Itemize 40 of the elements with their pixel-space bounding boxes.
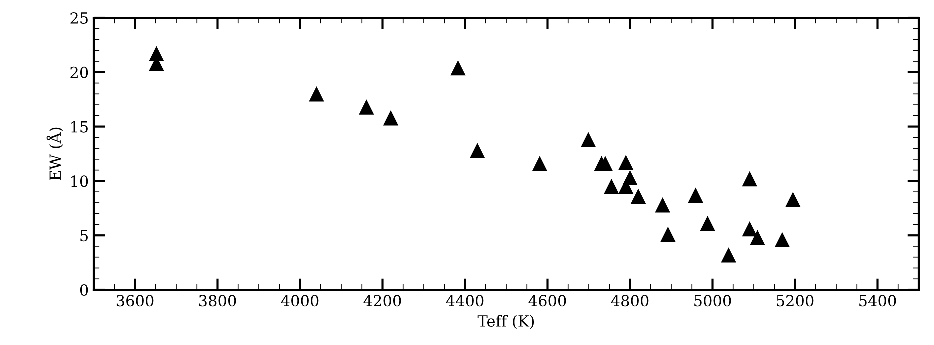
- point: [450, 60, 466, 76]
- x-tick-label: 5200: [777, 295, 814, 307]
- point: [655, 198, 670, 213]
- y-tick-label: 20: [70, 66, 88, 78]
- point: [630, 188, 646, 204]
- y-tick-label: 5: [80, 230, 88, 242]
- point: [618, 155, 634, 170]
- point: [359, 100, 374, 115]
- x-tick-label: 4800: [611, 295, 649, 307]
- x-tick-label: 5000: [694, 295, 732, 307]
- point: [598, 156, 614, 172]
- x-tick-label: 3800: [199, 295, 236, 307]
- point: [309, 86, 324, 102]
- point: [580, 132, 596, 148]
- y-tick-label: 15: [72, 121, 88, 133]
- x-tick-label: 5400: [860, 295, 896, 307]
- point: [470, 143, 486, 158]
- x-tick-label: 4200: [364, 295, 402, 307]
- x-tick-label: 3600: [116, 295, 154, 307]
- point: [750, 230, 766, 246]
- point: [742, 171, 758, 187]
- x-axis-title: Teff (K): [478, 315, 534, 330]
- y-axis-title: EW (Å): [46, 128, 64, 180]
- point: [622, 170, 638, 186]
- point: [742, 221, 758, 237]
- point: [688, 188, 704, 203]
- y-tick-label: 25: [70, 12, 88, 24]
- y-tick-label: 0: [80, 284, 88, 296]
- point: [660, 226, 676, 242]
- point: [774, 232, 790, 248]
- point: [604, 179, 620, 194]
- x-tick-label: 4000: [281, 295, 319, 307]
- point: [383, 110, 399, 126]
- point: [532, 156, 548, 172]
- point: [721, 248, 736, 263]
- y-tick-label: 10: [72, 176, 88, 188]
- x-tick-label: 4400: [446, 295, 484, 307]
- point: [786, 192, 801, 208]
- point: [700, 216, 716, 232]
- x-tick-label: 4600: [528, 295, 566, 307]
